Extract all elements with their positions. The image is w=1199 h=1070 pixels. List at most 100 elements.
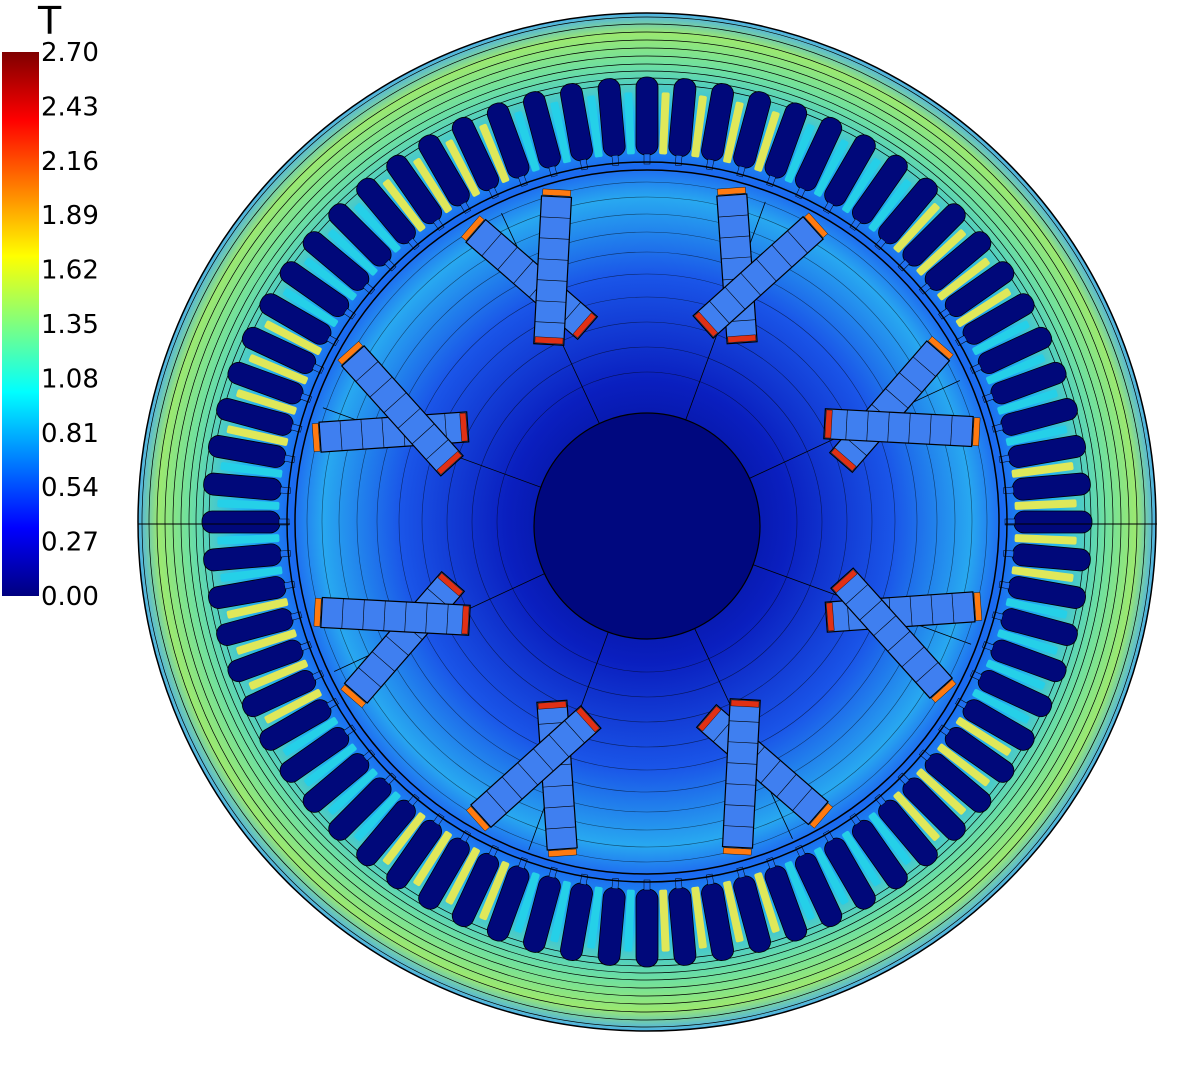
magnet-segment-line [724,804,755,807]
stator-tooth [916,229,966,276]
saturation-bridge [694,311,718,337]
stator-tooth [972,689,1030,724]
magnet-segment-line [534,321,565,324]
tooth-tip [326,335,339,346]
saturation-bridge [809,802,833,829]
stator-tooth [784,123,815,183]
flux-line [164,39,1130,1005]
tooth-tip [460,201,471,214]
stator-tooth [893,791,940,841]
magnet [340,345,464,477]
tooth-tip [823,201,834,214]
stator-tooth [986,354,1046,385]
stator-tooth [1014,534,1077,545]
magnet [823,408,974,448]
magnet-pair [461,188,599,346]
saturation-bridge [931,679,957,703]
tooth-tip [849,813,861,826]
magnet-segment-line [545,826,576,830]
colorbar-tick-label: 1.89 [41,201,99,231]
stator-tooth [723,880,744,943]
stator-tooth [328,768,378,815]
stator-tooth [236,389,297,415]
tooth-tip [643,879,651,891]
magnet-segment-line [537,279,568,282]
saturation-bridge [832,569,858,593]
saturation-bridge [826,602,835,632]
colorbar-tick-label: 2.70 [41,38,99,68]
tooth-tip [874,793,887,807]
saturation-bridge [830,447,857,472]
saturation-bridge [542,188,572,197]
magnet-pair [313,570,471,708]
flux-line [471,346,823,698]
tooth-tip [938,308,951,320]
magnet-segment-line [536,300,567,303]
stator-tooth [997,389,1058,415]
magnet-segment-line [887,631,911,652]
tooth-tip [343,308,356,320]
stator-tooth [955,288,1012,327]
magnet [692,215,824,339]
tooth-tip [407,237,420,251]
magnet-segment-line [486,790,507,814]
stator-tooth [1005,598,1068,619]
stator-tooth [624,889,635,952]
tooth-tip [643,153,651,165]
tooth-tip [849,218,861,231]
stator-tooth [226,425,289,446]
stator-tooth [1005,425,1068,446]
magnet-segment-line [381,417,385,448]
magnet-segment-line [887,412,890,443]
rotor [294,169,1000,875]
saturation-bridge [466,806,490,832]
tooth-tip [955,335,968,346]
stator-tooth [814,139,849,197]
tooth-tip [460,830,471,843]
rotor-flux-lines [306,181,988,863]
colorbar-tick-label: 1.62 [41,256,99,286]
stator-tooth [248,354,308,385]
magnet-segment-line [756,258,777,282]
magnet-segment-line [721,256,752,260]
shaft [533,412,761,640]
magnet-segment-line [723,825,754,828]
stator-tooth [986,659,1046,690]
stator-tooth [479,123,510,183]
magnet-segment-line [771,244,793,268]
stator-tooth [842,830,881,887]
stator-tooth [868,812,912,865]
stator-tooth [226,598,289,619]
magnet-segment-line [539,237,570,240]
flux-line [306,181,988,863]
magnet-segment-line [540,216,571,219]
stator-tooth [624,92,635,155]
magnet-segment-line [915,662,939,683]
magnet-segment-line [776,774,797,798]
stator-tooth [479,861,510,921]
stator-tooth [217,499,280,510]
magnet [320,596,471,636]
saturation-bridge [804,212,828,238]
magnet-segment-line [740,272,761,296]
magnet-pair [466,699,602,858]
saturation-bridge [461,605,470,635]
flux-line [421,296,873,748]
stator-slot [1013,510,1093,534]
magnet [721,698,761,849]
stator-tooth [282,288,339,327]
tooth-tip [384,772,397,785]
flux-line [338,213,956,831]
tooth-tip [362,282,376,295]
stator-slot [635,888,659,968]
magnet-pair [695,698,833,856]
saturation-bridge [534,336,564,345]
saturation-bridge [537,701,567,710]
magnet-segment-line [709,300,730,324]
saturation-bridge [311,423,321,452]
colorbar-tick-label: 0.81 [41,419,99,449]
magnet-segment-line [517,762,538,786]
magnet [533,195,573,346]
stator-tooth [842,157,881,214]
flux-line [496,371,798,673]
